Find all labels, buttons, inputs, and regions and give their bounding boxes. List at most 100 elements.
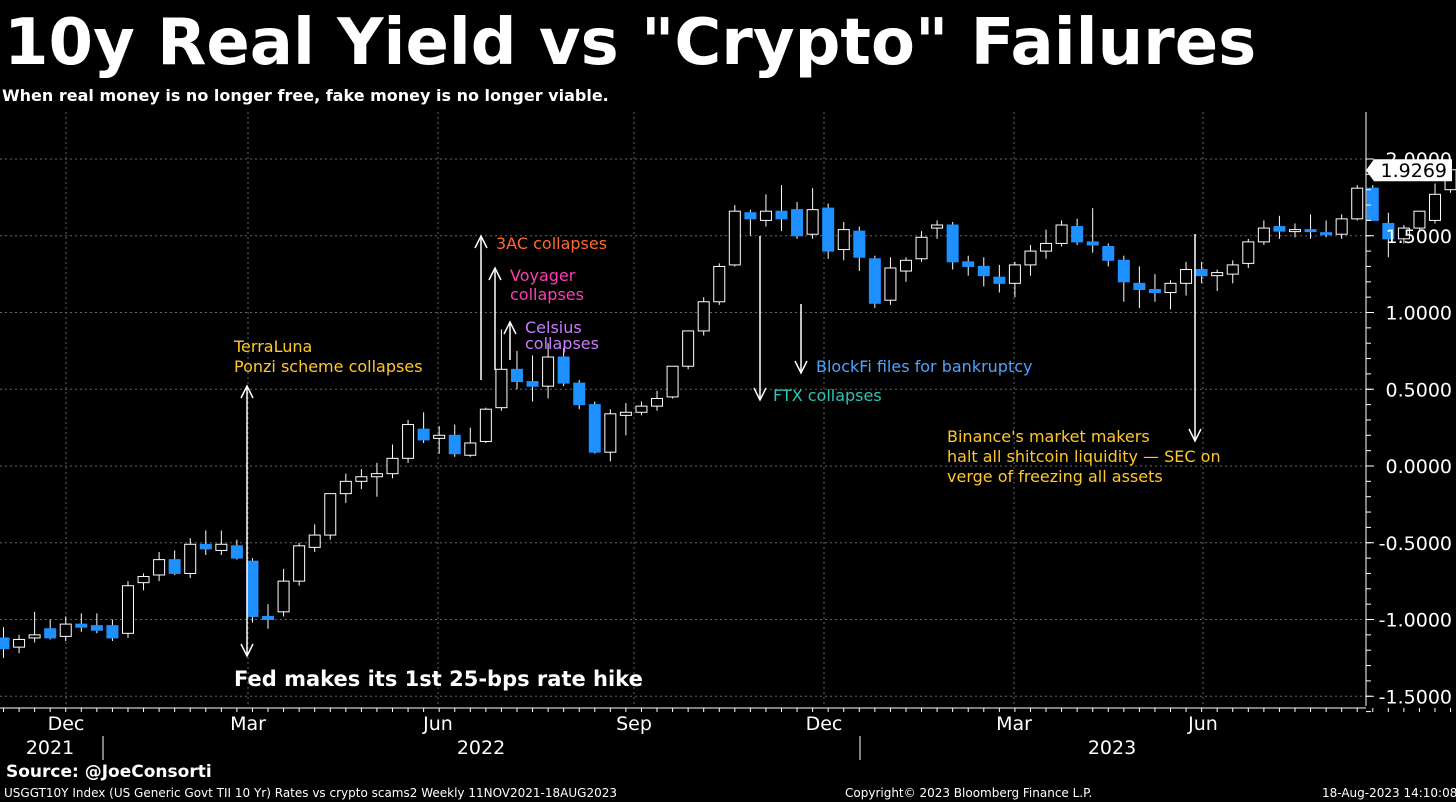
candle-body-down	[168, 559, 181, 574]
candle-body-up	[542, 356, 555, 387]
candle-body-down	[262, 615, 275, 620]
candle-body-up	[713, 265, 726, 303]
candle-body-up	[355, 476, 368, 482]
annotation-blockfi: BlockFi files for bankruptcy	[816, 357, 1033, 376]
candle-body-up	[339, 480, 352, 495]
candle-body-up	[1008, 264, 1021, 284]
candle-body-up	[59, 623, 72, 637]
candle-body-down	[1071, 226, 1084, 243]
candle-body-up	[635, 405, 648, 413]
x-month-label: Jun	[422, 713, 453, 735]
candle-body-up	[1242, 241, 1255, 264]
annotation-binance3: verge of freezing all assets	[947, 467, 1163, 486]
candle-body-down	[1382, 222, 1395, 240]
candle-body-up	[28, 634, 41, 639]
candle-body-up	[682, 330, 695, 367]
x-month-label: Dec	[48, 713, 85, 735]
candle-body-down	[1366, 187, 1379, 221]
candle-body-up	[806, 209, 819, 235]
candle-body-down	[90, 625, 103, 631]
candle-body-down	[1273, 226, 1286, 232]
annotation-voyager2: collapses	[510, 285, 584, 304]
candle-body-up	[619, 411, 632, 416]
copyright-label: Copyright© 2023 Bloomberg Finance L.P.	[845, 786, 1093, 800]
candle-body-up	[1257, 227, 1270, 243]
annotation-binance2: halt all shitcoin liquidity — SEC on	[947, 447, 1221, 466]
blockfi-arrow-head	[794, 360, 808, 375]
candle-body-up	[13, 638, 26, 648]
candle-body-up	[386, 457, 399, 475]
y-tick-label: -0.5000	[1379, 533, 1452, 555]
fed-terra-arrow-head	[240, 643, 254, 658]
annotation-terra1: TerraLuna	[233, 337, 312, 356]
candle-body-up	[1397, 227, 1410, 240]
candle-body-up	[495, 368, 508, 409]
ftx-arrow-head	[753, 387, 767, 402]
candle-body-down	[1117, 259, 1130, 283]
y-tick-label: -1.5000	[1379, 686, 1452, 708]
candle-body-up	[1351, 187, 1364, 220]
candle-body-down	[853, 230, 866, 258]
candle-body-up	[1164, 282, 1177, 294]
candle-body-up	[277, 580, 290, 613]
x-month-label: Jun	[1187, 713, 1218, 735]
threeac-arrow-head	[474, 234, 488, 249]
candle-body-up	[1335, 218, 1348, 235]
candle-body-down	[822, 207, 835, 252]
candle-body-down	[946, 224, 959, 263]
candle-body-up	[1413, 210, 1426, 229]
y-tick-label: 0.5000	[1386, 379, 1452, 401]
y-tick-label: 0.0000	[1386, 456, 1452, 478]
candle-body-down	[44, 628, 57, 639]
candle-body-up	[153, 559, 166, 576]
x-year-label: 2021	[26, 737, 74, 759]
candle-body-down	[199, 543, 212, 550]
annotation-voyager1: Voyager	[510, 266, 576, 285]
candle-body-down	[1304, 229, 1317, 233]
candle-body-up	[915, 236, 928, 260]
candle-body-down	[1102, 245, 1115, 261]
axes: -1.5000 -1.0000 -0.5000 0.0000 0.5000 1.0000 1…	[0, 112, 1452, 760]
gridlines	[0, 112, 1366, 706]
x-month-label: Mar	[230, 713, 266, 735]
annotation-celsius1: Celsius	[525, 318, 582, 337]
candle-body-up	[464, 442, 477, 456]
candle-body-down	[106, 625, 119, 639]
candle-body-up	[1024, 250, 1037, 266]
candle-body-down	[246, 560, 259, 617]
candle-body-up	[121, 585, 134, 634]
candle-body-up	[1429, 193, 1442, 221]
candle-body-down	[744, 212, 757, 220]
annotation-fed: Fed makes its 1st 25-bps rate hike	[234, 667, 643, 691]
x-year-label: 2023	[1088, 737, 1136, 759]
index-description: USGGT10Y Index (US Generic Govt TII 10 Y…	[4, 786, 617, 800]
candle-body-up	[604, 413, 617, 453]
candle-body-down	[417, 428, 430, 441]
candle-body-up	[479, 408, 492, 442]
candle-body-down	[510, 368, 523, 383]
annotation-threeac: 3AC collapses	[496, 234, 607, 253]
candle-body-up	[884, 267, 897, 301]
y-tick-label: 1.5000	[1386, 226, 1452, 248]
x-month-label: Sep	[616, 713, 652, 735]
candle-body-down	[557, 356, 570, 384]
candle-body-down	[526, 381, 539, 387]
timestamp-label: 18-Aug-2023 14:10:08	[1322, 786, 1456, 800]
candle-body-down	[791, 209, 804, 237]
candle-body-down	[75, 623, 88, 628]
candle-body-up	[1211, 272, 1224, 277]
celsius-arrow-head	[503, 320, 517, 335]
candle-body-down	[993, 276, 1006, 284]
candle-body-down	[1320, 232, 1333, 236]
annotation-celsius2: collapses	[525, 334, 599, 353]
y-tick-label: 1.0000	[1386, 303, 1452, 325]
annotations: Fed makes its 1st 25-bps rate hike TerraL…	[233, 234, 1221, 691]
candle-body-up	[184, 543, 197, 574]
voyager-arrow-head	[488, 266, 502, 281]
candle-body-up	[837, 229, 850, 251]
candle-body-up	[1226, 264, 1239, 275]
x-month-label: Mar	[996, 713, 1032, 735]
candles	[0, 159, 1456, 658]
candle-body-down	[0, 637, 10, 650]
candle-body-up	[293, 545, 306, 582]
